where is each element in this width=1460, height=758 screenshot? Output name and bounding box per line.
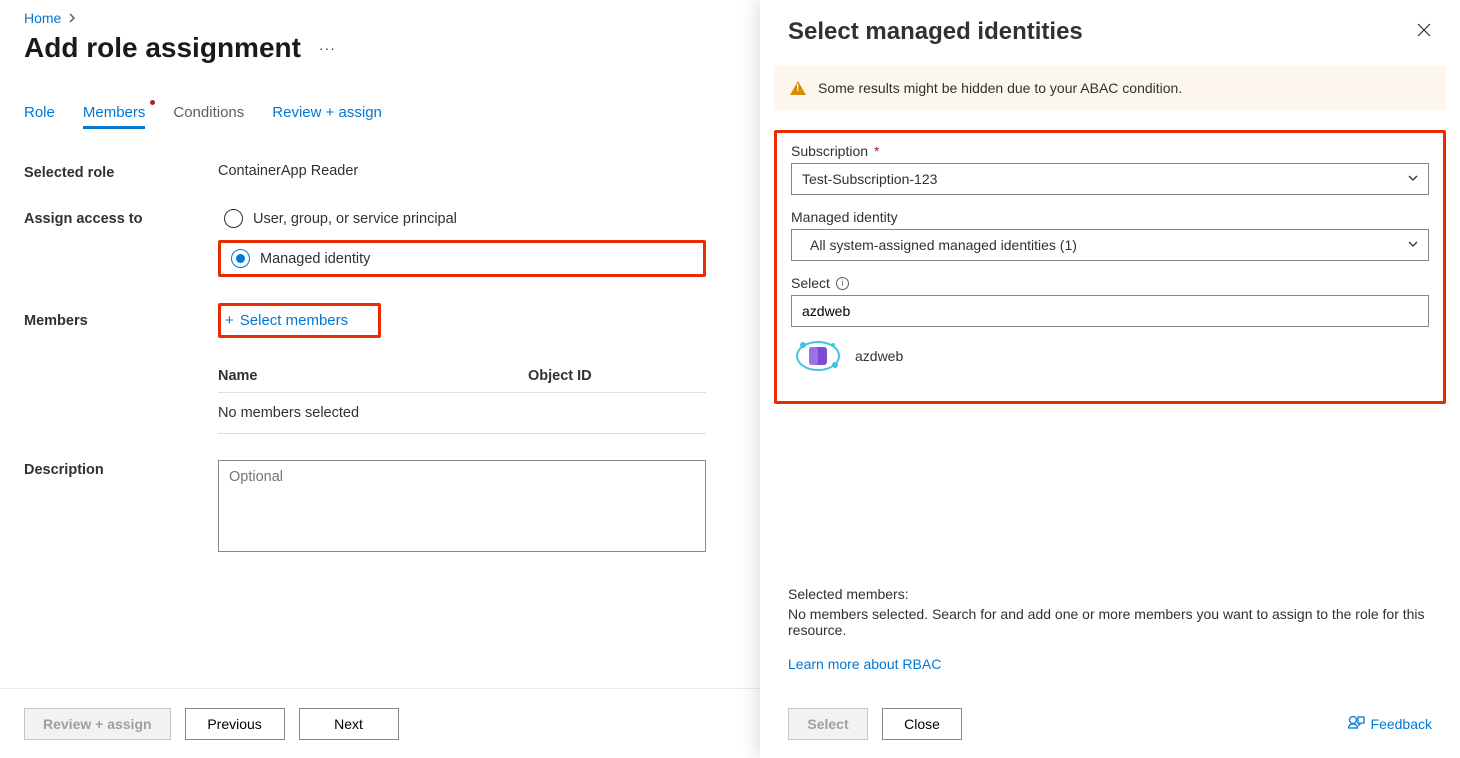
- tab-review[interactable]: Review + assign: [272, 104, 382, 129]
- tab-indicator-dot: [150, 100, 155, 105]
- select-members-link[interactable]: + Select members: [225, 312, 348, 329]
- warning-banner: Some results might be hidden due to your…: [774, 66, 1446, 110]
- identity-result-item[interactable]: azdweb: [791, 327, 1429, 385]
- radio-managed-identity[interactable]: Managed identity: [225, 247, 673, 270]
- container-app-icon: [795, 337, 841, 375]
- select-search-input[interactable]: [791, 295, 1429, 327]
- table-row-empty: No members selected: [218, 392, 706, 434]
- identity-result-name: azdweb: [855, 348, 903, 364]
- subscription-label: Subscription: [791, 143, 868, 159]
- more-icon[interactable]: ···: [319, 40, 336, 56]
- feedback-label: Feedback: [1371, 716, 1432, 732]
- warning-icon: [790, 81, 806, 95]
- col-objid-header: Object ID: [528, 368, 706, 384]
- radio-user-group[interactable]: User, group, or service principal: [218, 207, 706, 230]
- select-identities-panel: Select managed identities Some results m…: [760, 0, 1460, 758]
- members-label: Members: [24, 303, 218, 329]
- selected-role-label: Selected role: [24, 163, 218, 181]
- required-star: *: [874, 143, 879, 159]
- selected-members-text: No members selected. Search for and add …: [788, 606, 1432, 638]
- managed-identity-value: All system-assigned managed identities (…: [810, 237, 1077, 253]
- description-label: Description: [24, 460, 218, 478]
- radio-user-group-label: User, group, or service principal: [253, 211, 457, 227]
- subscription-select[interactable]: Test-Subscription-123: [791, 163, 1429, 195]
- selected-members-heading: Selected members:: [788, 586, 1432, 602]
- tab-role[interactable]: Role: [24, 104, 55, 129]
- tabs: Role Members Conditions Review + assign: [24, 104, 706, 129]
- panel-close-button[interactable]: Close: [882, 708, 962, 740]
- learn-more-link[interactable]: Learn more about RBAC: [788, 656, 941, 672]
- review-assign-button[interactable]: Review + assign: [24, 708, 171, 740]
- feedback-link[interactable]: Feedback: [1347, 714, 1432, 735]
- identity-form-section: Subscription * Test-Subscription-123 Man…: [774, 130, 1446, 404]
- radio-checked-icon: [231, 249, 250, 268]
- tab-members[interactable]: Members: [83, 104, 146, 129]
- panel-title: Select managed identities: [788, 18, 1083, 46]
- close-icon[interactable]: [1416, 22, 1432, 43]
- chevron-right-icon: [67, 10, 77, 26]
- info-icon[interactable]: i: [836, 277, 849, 290]
- previous-button[interactable]: Previous: [185, 708, 285, 740]
- next-button[interactable]: Next: [299, 708, 399, 740]
- warning-text: Some results might be hidden due to your…: [818, 80, 1182, 96]
- members-table-header: Name Object ID: [218, 360, 706, 392]
- col-name-header: Name: [218, 368, 528, 384]
- subscription-value: Test-Subscription-123: [802, 171, 937, 187]
- tab-conditions[interactable]: Conditions: [173, 104, 244, 129]
- description-textarea[interactable]: [218, 460, 706, 552]
- panel-select-button[interactable]: Select: [788, 708, 868, 740]
- assign-access-label: Assign access to: [24, 207, 218, 227]
- breadcrumb-home-link[interactable]: Home: [24, 10, 61, 26]
- managed-identity-label: Managed identity: [791, 209, 898, 225]
- plus-icon: +: [225, 312, 234, 329]
- select-label: Select: [791, 275, 830, 291]
- feedback-icon: [1347, 714, 1365, 735]
- radio-unchecked-icon: [224, 209, 243, 228]
- radio-managed-identity-label: Managed identity: [260, 251, 370, 267]
- page-title: Add role assignment: [24, 32, 301, 64]
- select-members-link-label: Select members: [240, 312, 348, 329]
- selected-role-value: ContainerApp Reader: [218, 163, 706, 179]
- managed-identity-select[interactable]: All system-assigned managed identities (…: [791, 229, 1429, 261]
- breadcrumb: Home: [24, 10, 706, 26]
- tab-members-label: Members: [83, 104, 146, 121]
